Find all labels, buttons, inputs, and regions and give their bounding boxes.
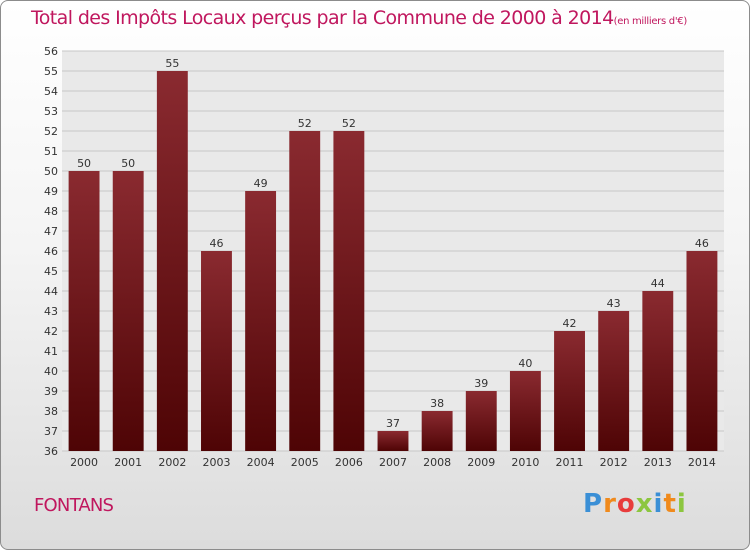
x-tick-label: 2005 xyxy=(291,456,319,469)
y-tick-label: 49 xyxy=(44,185,58,198)
bar-value-label: 39 xyxy=(474,377,488,390)
y-axis-ticks: 36 37 38 39 40 41 42 43 44 45 46 47 48 49 50 51 52 53 54 55… xyxy=(44,45,58,458)
y-tick-label: 47 xyxy=(44,225,58,238)
logo-letter: i xyxy=(653,489,664,519)
bar-value-label: 52 xyxy=(342,117,356,130)
commune-name: FONTANS xyxy=(34,495,114,516)
y-tick-label: 55 xyxy=(44,65,58,78)
bar-value-label: 49 xyxy=(254,177,268,190)
y-tick-label: 46 xyxy=(44,245,58,258)
y-tick-label: 53 xyxy=(44,105,58,118)
y-tick-label: 56 xyxy=(44,45,58,58)
y-tick-label: 50 xyxy=(44,165,58,178)
y-tick-label: 40 xyxy=(44,365,58,378)
logo-letter: o xyxy=(616,489,636,519)
bar xyxy=(509,371,541,451)
x-tick-label: 2006 xyxy=(335,456,363,469)
bar-value-label: 37 xyxy=(386,417,400,430)
bar-value-label: 38 xyxy=(430,397,444,410)
x-tick-label: 2000 xyxy=(70,456,98,469)
x-tick-label: 2003 xyxy=(202,456,230,469)
bar xyxy=(245,191,277,451)
chart-title: Total des Impôts Locaux perçus par la Co… xyxy=(31,7,687,29)
bar-value-label: 40 xyxy=(518,357,532,370)
bar-value-label: 46 xyxy=(209,237,223,250)
bar-value-label: 44 xyxy=(651,277,665,290)
value-labels: 50 50 55 46 49 52 52 37 38 39 40 42 43 44 46 xyxy=(77,57,709,430)
x-tick-label: 2002 xyxy=(158,456,186,469)
y-tick-label: 39 xyxy=(44,385,58,398)
bar xyxy=(68,171,100,451)
y-tick-label: 42 xyxy=(44,325,58,338)
y-tick-label: 37 xyxy=(44,425,58,438)
bar xyxy=(333,131,365,451)
x-tick-label: 2011 xyxy=(556,456,584,469)
logo-letter: r xyxy=(603,489,617,519)
bar xyxy=(465,391,497,451)
y-tick-label: 44 xyxy=(44,285,58,298)
bar xyxy=(112,171,144,451)
bar-value-label: 42 xyxy=(563,317,577,330)
bar xyxy=(201,251,232,451)
x-tick-label: 2013 xyxy=(644,456,672,469)
x-tick-label: 2012 xyxy=(600,456,628,469)
x-tick-label: 2007 xyxy=(379,456,407,469)
bar-value-label: 55 xyxy=(165,57,179,70)
x-tick-label: 2010 xyxy=(511,456,539,469)
bar-value-label: 50 xyxy=(77,157,91,170)
bar-value-label: 43 xyxy=(607,297,621,310)
x-tick-label: 2009 xyxy=(467,456,495,469)
x-tick-label: 2004 xyxy=(247,456,275,469)
y-tick-label: 51 xyxy=(44,145,58,158)
bar xyxy=(289,131,321,451)
y-tick-label: 48 xyxy=(44,205,58,218)
bar-value-label: 50 xyxy=(121,157,135,170)
proxiti-logo: Proxiti xyxy=(583,489,687,519)
logo-letter: i xyxy=(676,489,687,519)
bar-value-label: 52 xyxy=(298,117,312,130)
bar xyxy=(598,311,630,451)
x-axis-ticks: 2000 2001 2002 2003 2004 2005 2006 2007 2008 2009… xyxy=(70,456,716,469)
x-tick-label: 2001 xyxy=(114,456,142,469)
y-tick-label: 52 xyxy=(44,125,58,138)
chart-title-main: Total des Impôts Locaux perçus par la Co… xyxy=(31,7,614,29)
logo-letter: x xyxy=(635,489,654,519)
bar xyxy=(377,431,409,451)
y-tick-label: 45 xyxy=(44,265,58,278)
y-tick-label: 54 xyxy=(44,85,58,98)
logo-letter: t xyxy=(663,489,677,519)
bar xyxy=(554,331,585,451)
y-tick-label: 41 xyxy=(44,345,58,358)
bar xyxy=(421,411,453,451)
bar xyxy=(156,71,188,451)
bar-value-label: 46 xyxy=(695,237,709,250)
bar xyxy=(642,291,674,451)
y-tick-label: 43 xyxy=(44,305,58,318)
bars xyxy=(68,71,718,451)
bar xyxy=(686,251,718,451)
y-tick-label: 36 xyxy=(44,445,58,458)
y-tick-label: 38 xyxy=(44,405,58,418)
chart-title-unit: (en milliers d'€) xyxy=(613,16,688,27)
x-tick-label: 2008 xyxy=(423,456,451,469)
logo-letter: P xyxy=(583,489,604,519)
x-tick-label: 2014 xyxy=(688,456,716,469)
